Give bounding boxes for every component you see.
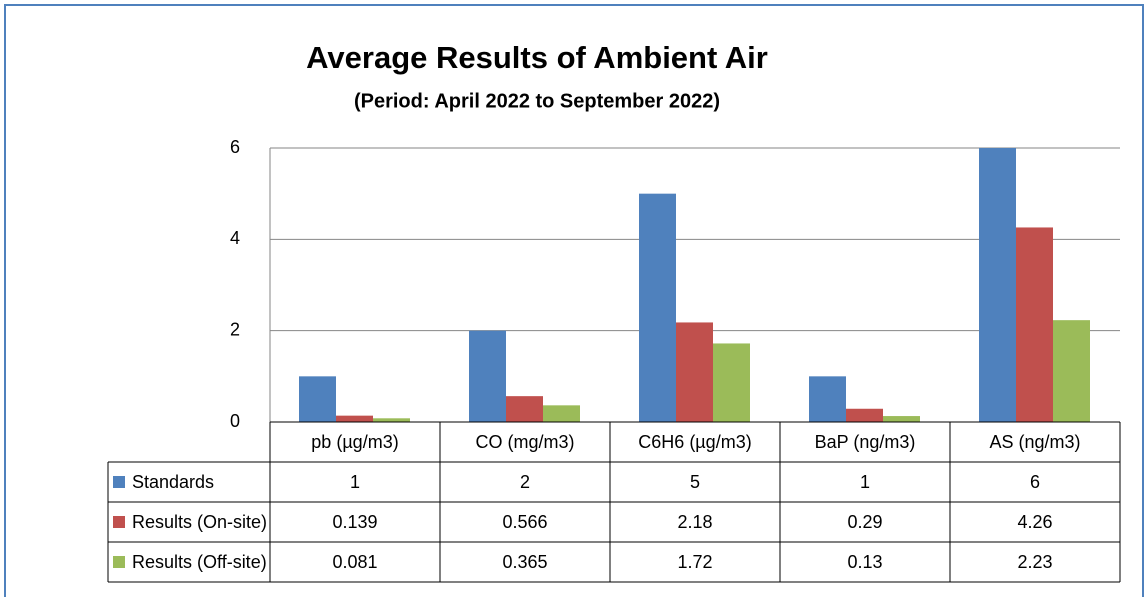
table-value: 0.139 <box>332 512 377 532</box>
bar <box>506 396 543 422</box>
legend-swatch <box>113 476 125 488</box>
bar <box>979 148 1016 422</box>
table-value: 2 <box>520 472 530 492</box>
table-value: 1.72 <box>677 552 712 572</box>
table-value: 0.29 <box>847 512 882 532</box>
bar <box>883 416 920 422</box>
table-value: 5 <box>690 472 700 492</box>
y-tick-label: 4 <box>230 228 240 248</box>
table-value: 2.23 <box>1017 552 1052 572</box>
table-value: 6 <box>1030 472 1040 492</box>
bar <box>469 330 506 422</box>
table-value: 0.13 <box>847 552 882 572</box>
bar <box>373 418 410 422</box>
x-tick-label: AS (ng/m3) <box>989 432 1080 452</box>
table-value: 2.18 <box>677 512 712 532</box>
bar <box>846 408 883 422</box>
legend-swatch <box>113 556 125 568</box>
bar <box>676 322 713 422</box>
bar <box>543 405 580 422</box>
y-tick-label: 2 <box>230 319 240 339</box>
bar <box>713 343 750 422</box>
table-value: 4.26 <box>1017 512 1052 532</box>
frame <box>4 4 1144 597</box>
chart-subtitle: (Period: April 2022 to September 2022) <box>354 90 720 112</box>
table-value: 1 <box>350 472 360 492</box>
x-tick-label: BaP (ng/m3) <box>815 432 916 452</box>
bar <box>299 376 336 422</box>
x-tick-label: CO (mg/m3) <box>476 432 575 452</box>
table-value: 0.365 <box>502 552 547 572</box>
y-tick-label: 0 <box>230 411 240 431</box>
x-tick-label: pb (µg/m3) <box>311 432 398 452</box>
table-value: 0.081 <box>332 552 377 572</box>
legend-label: Results (On-site) <box>132 512 267 532</box>
bar <box>336 415 373 422</box>
table-value: 1 <box>860 472 870 492</box>
chart-title: Average Results of Ambient Air <box>306 40 768 75</box>
legend-swatch <box>113 516 125 528</box>
bar <box>809 376 846 422</box>
legend-label: Standards <box>132 472 214 492</box>
table-value: 0.566 <box>502 512 547 532</box>
legend-label: Results (Off-site) <box>132 552 267 572</box>
bar <box>1016 227 1053 422</box>
y-tick-label: 6 <box>230 137 240 157</box>
bar <box>639 193 676 422</box>
bar <box>1053 320 1090 422</box>
x-tick-label: C6H6 (µg/m3) <box>638 432 751 452</box>
